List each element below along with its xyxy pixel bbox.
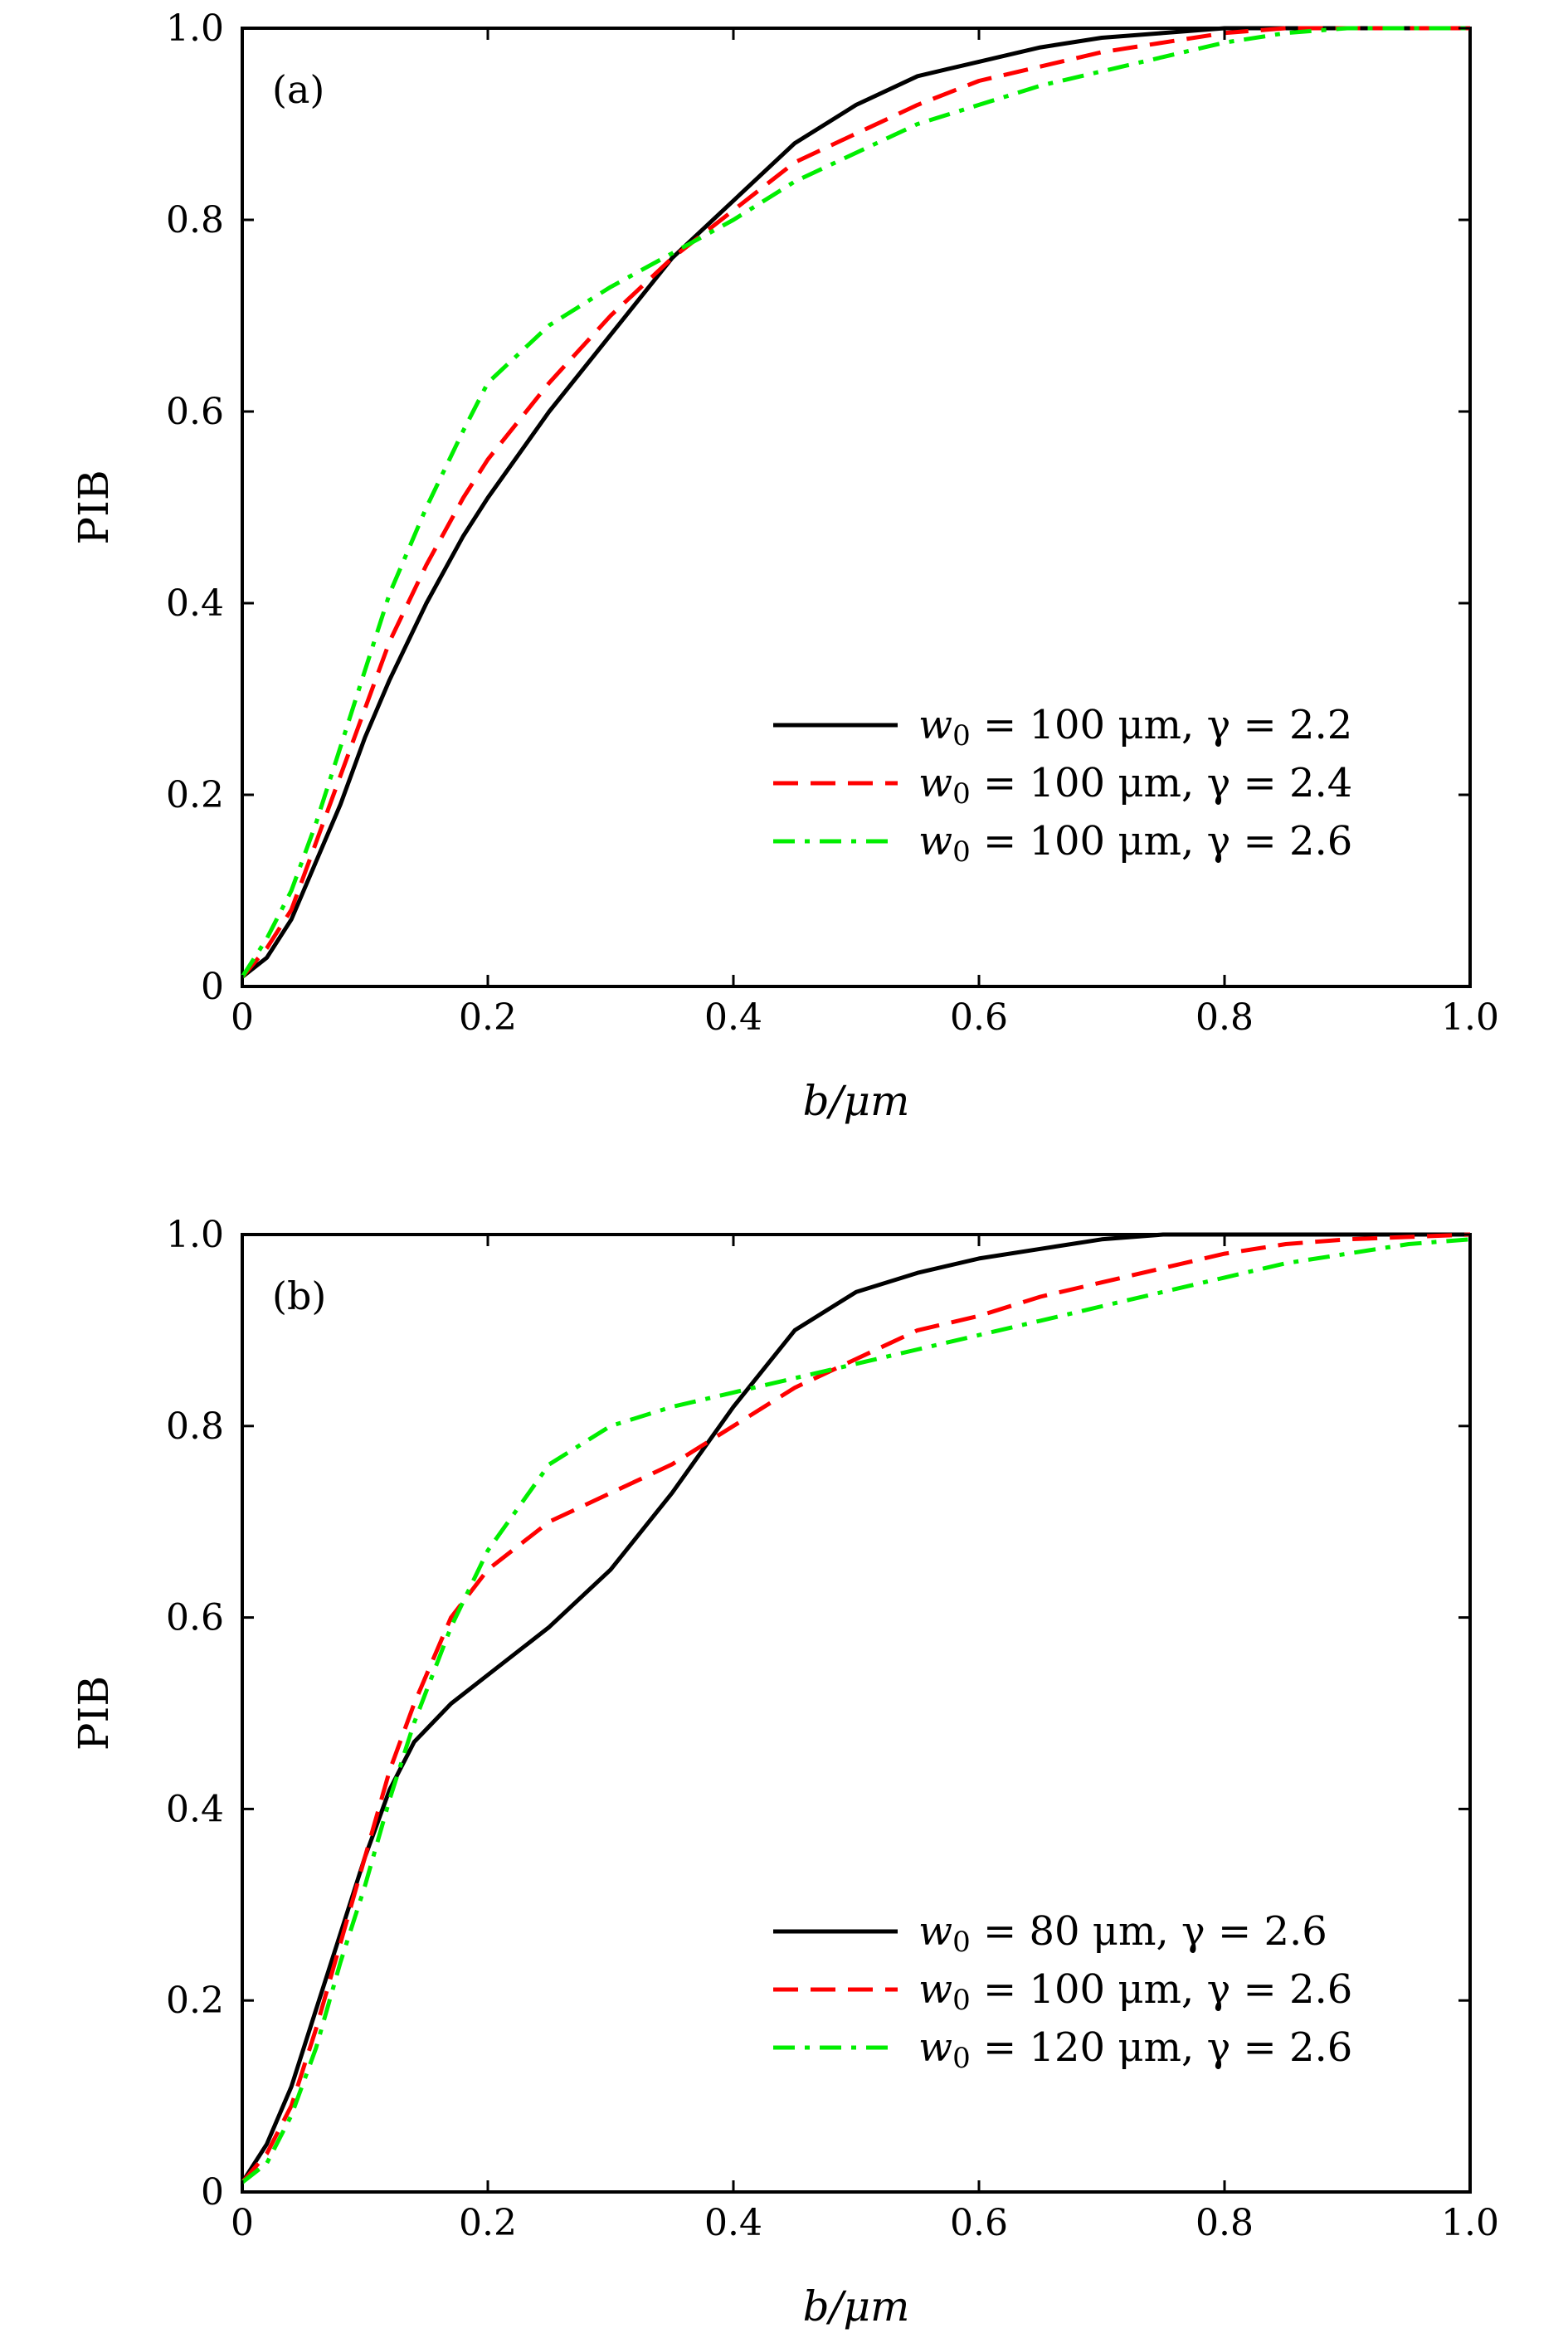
legend: w0 = 80 μm, γ = 2.6 w0 = 100 μm, γ = 2.6 w… <box>773 1908 1352 2075</box>
series-line-2 <box>241 26 1470 979</box>
x-tick-label: 0.2 <box>459 996 517 1039</box>
series-line-2 <box>241 1232 1471 2184</box>
legend-label-2: w0 = 100 μm, γ = 2.6 <box>918 1966 1352 2017</box>
series-line-1 <box>241 26 1470 979</box>
legend-label-3: w0 = 100 μm, γ = 2.6 <box>918 818 1352 869</box>
series-line-3 <box>240 26 1470 978</box>
legend-label-1: w0 = 100 μm, γ = 2.2 <box>918 702 1352 753</box>
y-axis-title: PIB <box>70 470 118 544</box>
y-tick-label: 0.4 <box>166 582 224 625</box>
y-tick-label: 1.0 <box>166 1214 224 1256</box>
x-tick-label: 0.6 <box>950 2202 1008 2244</box>
legend-label-1: w0 = 80 μm, γ = 2.6 <box>918 1908 1327 1959</box>
x-axis-title: b/μm <box>803 1077 910 1125</box>
y-tick-label: 0.4 <box>166 1788 224 1830</box>
y-tick-label: 0.2 <box>166 774 224 816</box>
x-tick-label: 0.6 <box>950 996 1008 1039</box>
x-tick-label: 0.4 <box>704 2202 762 2244</box>
x-tick-label: 0.4 <box>704 996 762 1039</box>
x-tick-label: 1.0 <box>1441 996 1499 1039</box>
x-tick-label: 0 <box>231 996 254 1039</box>
y-tick-label: 0.8 <box>166 199 224 241</box>
legend-label-3: w0 = 120 μm, γ = 2.6 <box>918 2024 1352 2075</box>
y-axis-title: PIB <box>70 1676 118 1751</box>
y-tick-label: 0.2 <box>166 1980 224 2022</box>
x-tick-label: 0.8 <box>1195 2202 1254 2244</box>
x-tick-label: 0.8 <box>1195 996 1254 1039</box>
panel-b: 0 0.2 0.4 0.6 0.8 1.0 0 0.2 0.4 0.6 0.8 1.0 b/μm PIB (… <box>70 1214 1499 2331</box>
plot-frame <box>241 1233 1472 2194</box>
y-tick-label: 1.0 <box>166 7 224 50</box>
y-tick-label: 0 <box>201 2171 224 2214</box>
x-tick-label: 0 <box>231 2202 254 2244</box>
y-tick-label: 0 <box>201 966 224 1008</box>
legend: w0 = 100 μm, γ = 2.2 w0 = 100 μm, γ = 2.4… <box>773 702 1352 869</box>
x-axis-title: b/μm <box>803 2282 910 2331</box>
x-tick-label: 1.0 <box>1441 2202 1499 2244</box>
y-tick-label: 0.6 <box>166 1597 224 1639</box>
series-line-1 <box>240 1232 1470 2184</box>
legend-label-2: w0 = 100 μm, γ = 2.4 <box>918 760 1352 811</box>
panel-a: 0 0.2 0.4 0.6 0.8 1.0 0 0.2 0.4 0.6 0.8 1.0 b/μm PIB (… <box>70 7 1499 1125</box>
y-tick-label: 0.8 <box>166 1405 224 1448</box>
panel-label: (b) <box>272 1274 326 1318</box>
plot-frame <box>241 27 1472 988</box>
y-tick-label: 0.6 <box>166 391 224 433</box>
x-tick-label: 0.2 <box>459 2202 517 2244</box>
panel-label: (a) <box>272 67 324 112</box>
